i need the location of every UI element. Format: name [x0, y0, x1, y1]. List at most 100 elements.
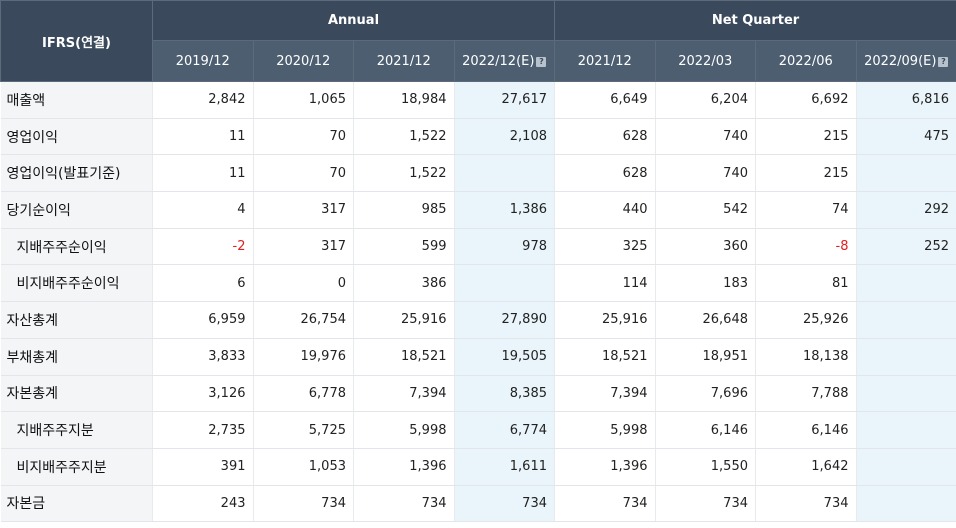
value-cell: 599 [353, 228, 455, 266]
value-cell: 1,396 [554, 448, 656, 486]
value-cell: 7,696 [655, 375, 756, 413]
value-cell: -2 [152, 228, 254, 266]
value-cell [856, 448, 956, 486]
value-cell: 26,648 [655, 301, 756, 339]
annual-header: Annual [152, 0, 555, 41]
row-label: 영업이익 [0, 118, 153, 156]
value-cell: 1,611 [454, 448, 555, 486]
value-cell: 2,735 [152, 411, 254, 449]
period-header: 2022/09(E)? [855, 40, 956, 82]
period-header: 2022/12(E)? [453, 40, 555, 82]
value-cell [856, 411, 956, 449]
period-label: 2022/12(E) [462, 53, 535, 69]
estimate-help-icon[interactable]: ? [536, 56, 547, 67]
value-cell: 5,725 [253, 411, 354, 449]
value-cell: 292 [856, 191, 956, 229]
value-cell: 1,550 [655, 448, 756, 486]
value-cell [856, 301, 956, 339]
value-cell: 734 [454, 485, 555, 523]
value-cell: 5,998 [353, 411, 455, 449]
table-row: 비지배주주순이익 6 0 386 114 183 81 [0, 264, 956, 303]
value-cell: 1,065 [253, 81, 354, 119]
value-cell: 6 [152, 264, 254, 303]
value-cell: 6,816 [856, 81, 956, 119]
value-cell: 325 [554, 228, 656, 266]
value-cell: 6,774 [454, 411, 555, 449]
period-header: 2020/12 [252, 40, 354, 82]
value-cell: 11 [152, 154, 254, 193]
table-row: 영업이익(발표기준) 11 70 1,522 628 740 215 [0, 154, 956, 193]
value-cell: 27,890 [454, 301, 555, 339]
period-label: 2019/12 [175, 53, 230, 69]
row-label: 영업이익(발표기준) [0, 154, 153, 193]
value-cell: 19,976 [253, 338, 354, 376]
period-label: 2021/12 [376, 53, 431, 69]
value-cell: 74 [755, 191, 857, 229]
value-cell: 81 [755, 264, 857, 303]
table-row: 자산총계 6,959 26,754 25,916 27,890 25,916 26,648 2… [0, 301, 956, 339]
row-label: 비지배주주순이익 [0, 264, 153, 303]
value-cell: 183 [655, 264, 756, 303]
row-label: 지배주주순이익 [0, 228, 153, 266]
row-label: 비지배주주지분 [0, 448, 153, 486]
value-cell: 734 [554, 485, 656, 523]
value-cell: 18,521 [554, 338, 656, 376]
row-label: 당기순이익 [0, 191, 153, 229]
value-cell: 985 [353, 191, 455, 229]
period-header: 2022/03 [654, 40, 756, 82]
corner-header: IFRS(연결) [0, 0, 153, 82]
row-label: 부채총계 [0, 338, 153, 376]
value-cell: 440 [554, 191, 656, 229]
period-header: 2022/06 [755, 40, 857, 82]
value-cell: 0 [253, 264, 354, 303]
value-cell: 215 [755, 118, 857, 156]
period-label: 2021/12 [577, 53, 632, 69]
value-cell: 628 [554, 154, 656, 193]
row-label: 자본금 [0, 485, 153, 523]
value-cell: 6,778 [253, 375, 354, 413]
value-cell: 18,984 [353, 81, 455, 119]
value-cell: 25,916 [353, 301, 455, 339]
value-cell: 734 [253, 485, 354, 523]
estimate-help-icon[interactable]: ? [938, 56, 949, 67]
value-cell: 542 [655, 191, 756, 229]
value-cell: 391 [152, 448, 254, 486]
period-header: 2021/12 [554, 40, 656, 82]
value-cell: 70 [253, 154, 354, 193]
row-label: 지배주주지분 [0, 411, 153, 449]
period-label: 2020/12 [276, 53, 331, 69]
value-cell: 6,692 [755, 81, 857, 119]
value-cell: 6,959 [152, 301, 254, 339]
value-cell: 317 [253, 228, 354, 266]
value-cell: 215 [755, 154, 857, 193]
value-cell: 18,951 [655, 338, 756, 376]
value-cell: 252 [856, 228, 956, 266]
value-cell: 26,754 [253, 301, 354, 339]
value-cell: 386 [353, 264, 455, 303]
quarter-header: Net Quarter [554, 0, 956, 41]
value-cell: 1,642 [755, 448, 857, 486]
value-cell: 25,926 [755, 301, 857, 339]
value-cell: 18,521 [353, 338, 455, 376]
value-cell: 740 [655, 118, 756, 156]
table-row: 부채총계 3,833 19,976 18,521 19,505 18,521 18,951 1… [0, 338, 956, 376]
value-cell [856, 485, 956, 523]
value-cell [856, 154, 956, 193]
value-cell: 19,505 [454, 338, 555, 376]
value-cell: 734 [353, 485, 455, 523]
row-label: 자본총계 [0, 375, 153, 413]
table-row: 당기순이익 4 317 985 1,386 440 542 74 292 [0, 191, 956, 229]
value-cell: 1,053 [253, 448, 354, 486]
value-cell: 8,385 [454, 375, 555, 413]
value-cell [454, 264, 555, 303]
value-cell: 18,138 [755, 338, 857, 376]
value-cell: 1,522 [353, 118, 455, 156]
value-cell: 978 [454, 228, 555, 266]
value-cell: 7,394 [353, 375, 455, 413]
value-cell: 2,842 [152, 81, 254, 119]
value-cell: 3,126 [152, 375, 254, 413]
value-cell: 243 [152, 485, 254, 523]
period-label: 2022/06 [778, 53, 833, 69]
value-cell: 25,916 [554, 301, 656, 339]
